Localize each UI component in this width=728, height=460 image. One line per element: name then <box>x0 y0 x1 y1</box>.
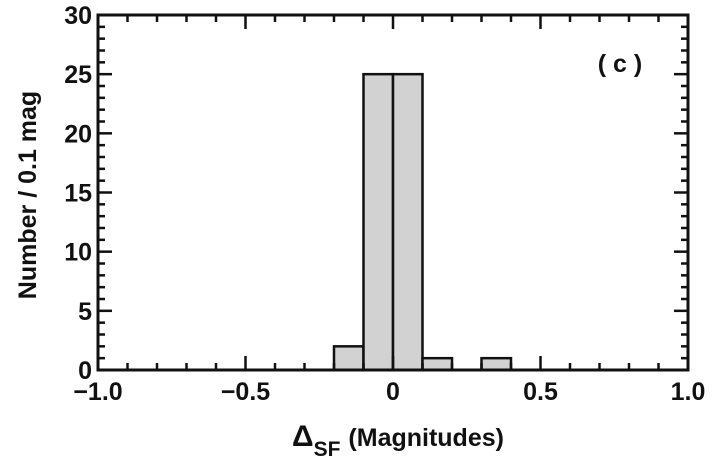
ticks-group <box>96 13 690 372</box>
y-tick-label: 25 <box>64 61 92 89</box>
tick-labels-group: −1.0 −0.5 0 0.5 1.0 0 5 10 15 20 25 30 <box>64 2 705 406</box>
histogram-bar <box>362 72 395 372</box>
histogram-bar <box>332 345 365 372</box>
histogram-bar <box>421 356 454 372</box>
x-axis-title-delta: Δ <box>292 420 314 453</box>
y-tick-label: 5 <box>78 298 92 326</box>
y-tick-label: 15 <box>64 180 92 208</box>
y-tick-label: 20 <box>64 120 92 148</box>
x-axis-title: ΔSF (Magnitudes) <box>292 420 504 460</box>
histogram-bar <box>480 356 513 372</box>
panel-label: ( c ) <box>598 50 642 78</box>
x-tick-label: −1.0 <box>73 378 122 406</box>
x-axis-title-subscript: SF <box>314 438 341 460</box>
histogram-bar <box>391 72 424 372</box>
y-tick-label: 0 <box>78 357 92 385</box>
bars-group <box>332 72 513 372</box>
y-tick-label: 10 <box>64 239 92 267</box>
x-tick-label: −0.5 <box>221 378 270 406</box>
x-tick-label: 0 <box>386 378 400 406</box>
y-tick-label: 30 <box>64 2 92 30</box>
y-axis-title: Number / 0.1 mag <box>14 91 42 299</box>
x-tick-label: 0.5 <box>523 378 558 406</box>
x-tick-label: 1.0 <box>671 378 706 406</box>
x-axis-title-units: (Magnitudes) <box>348 424 504 452</box>
